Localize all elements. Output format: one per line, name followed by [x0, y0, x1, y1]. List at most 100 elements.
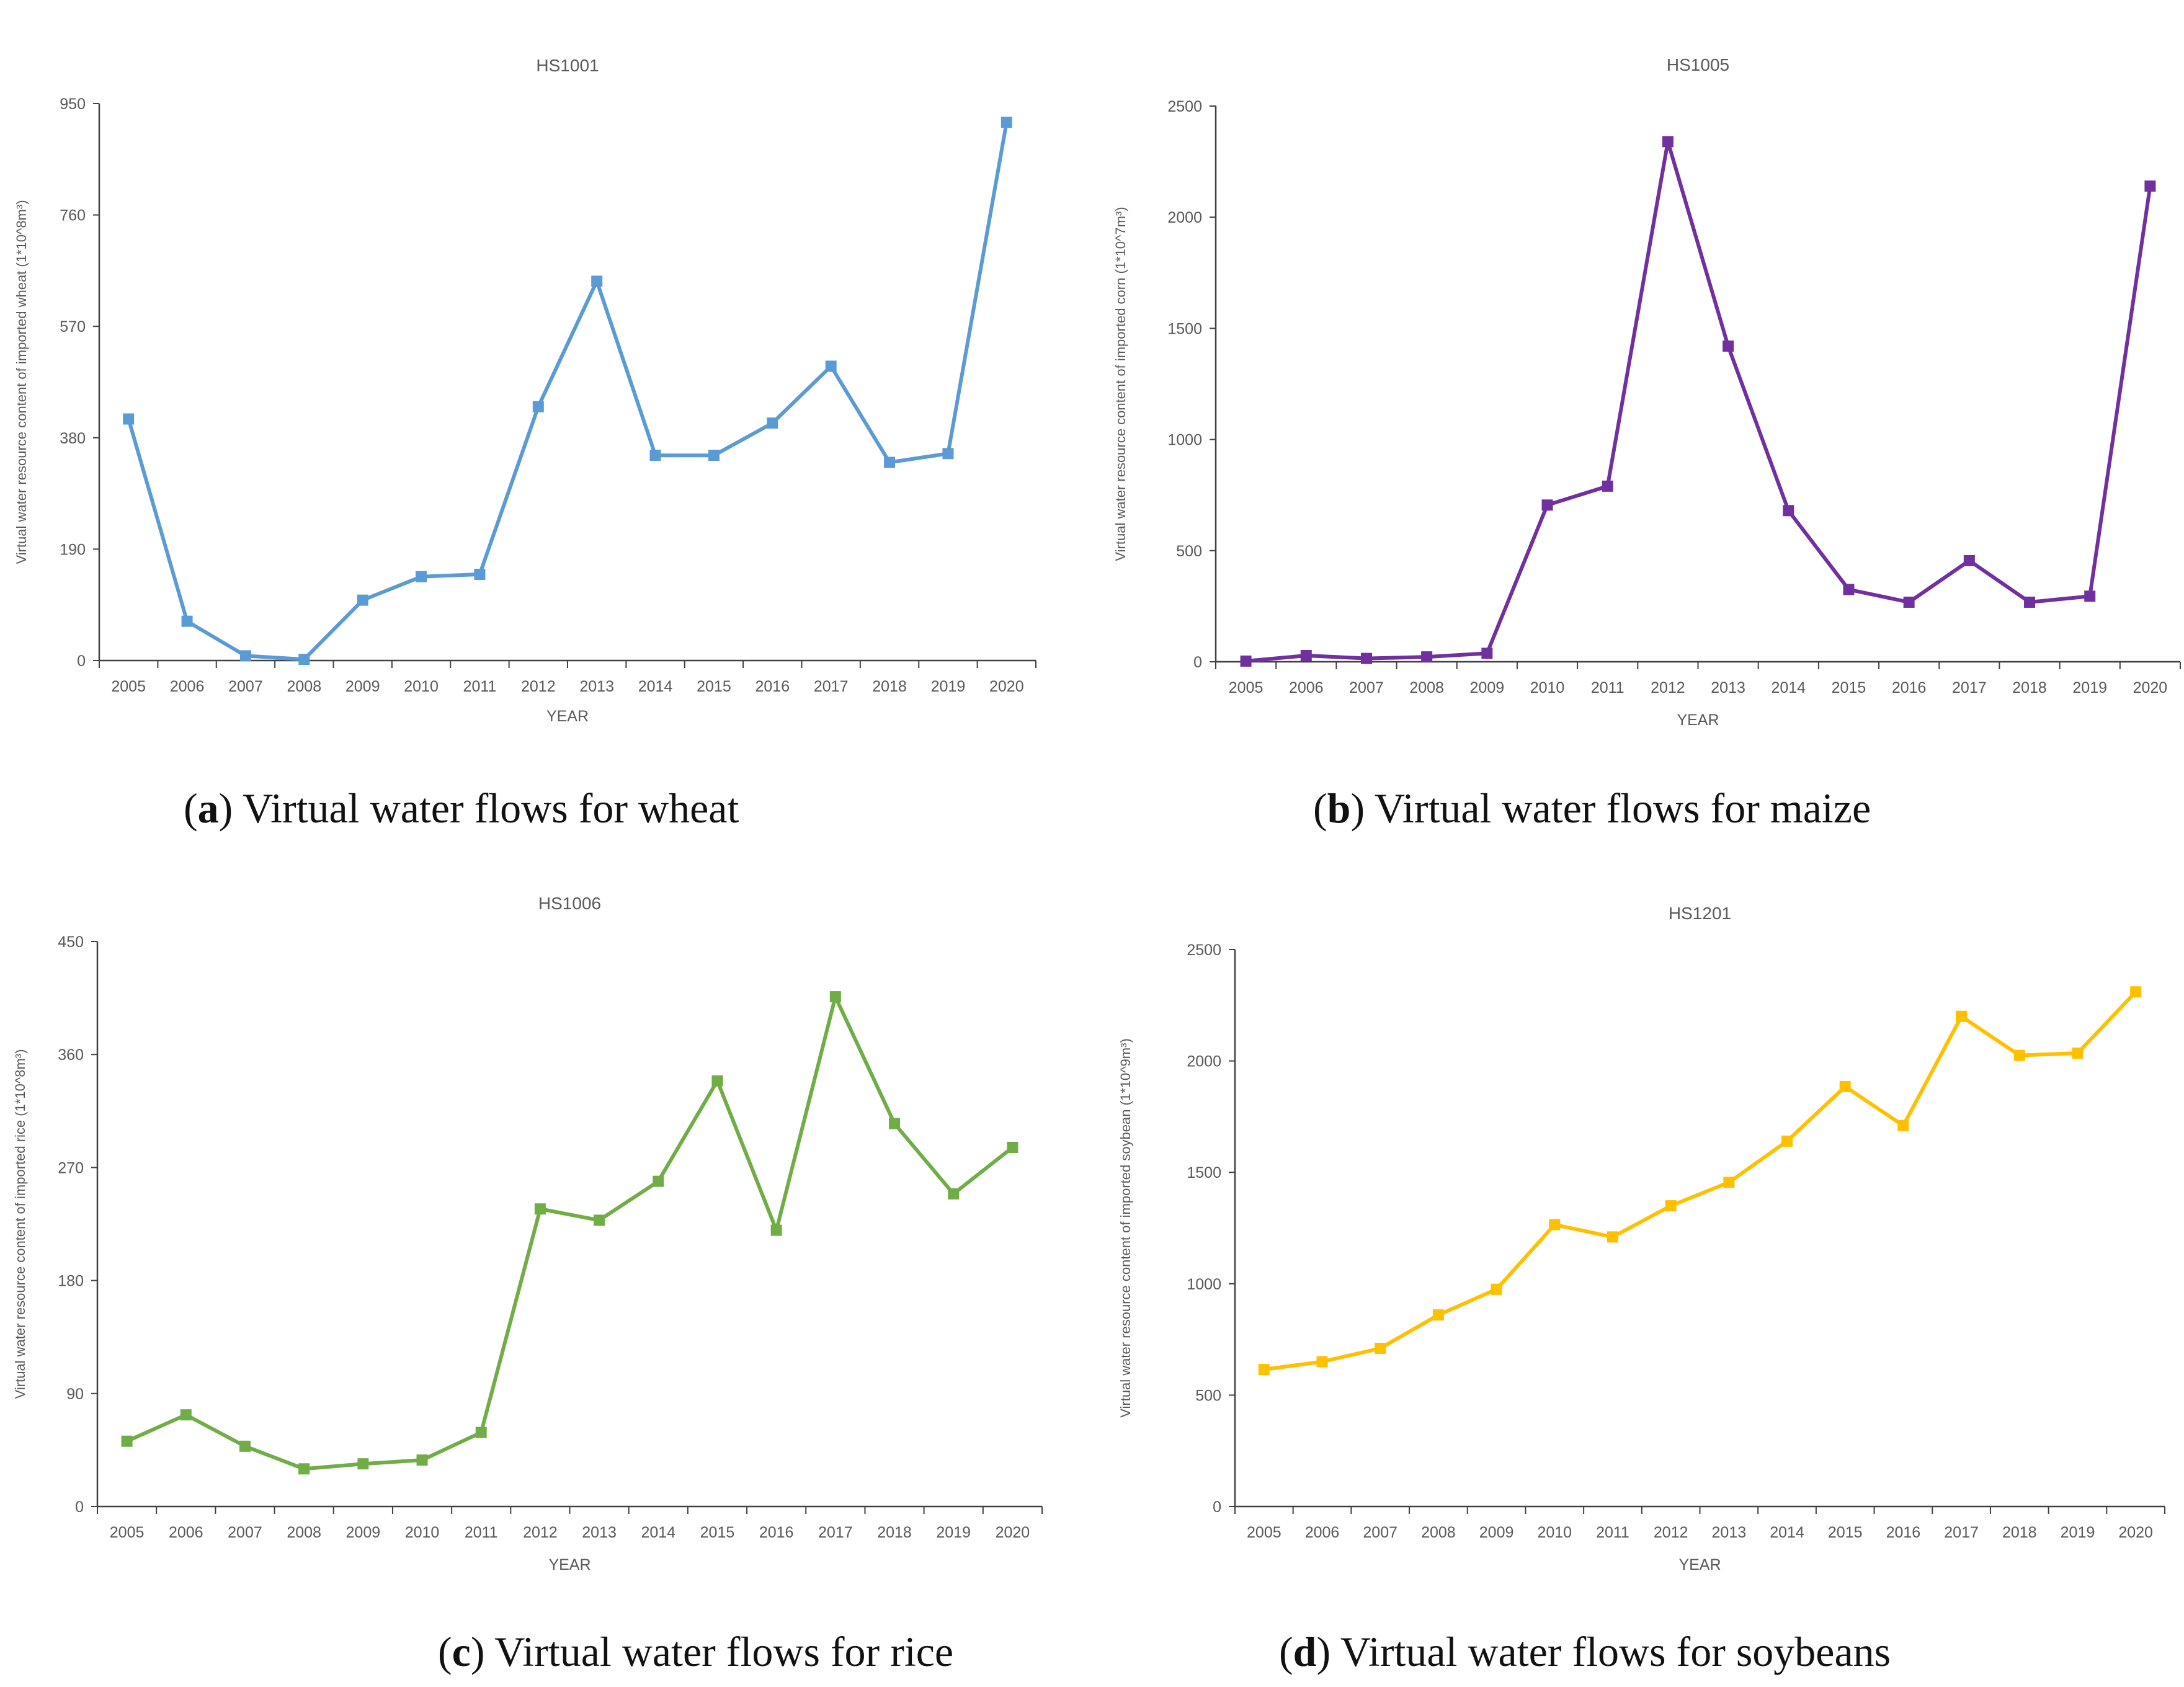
x-tick-label: 2008: [287, 1524, 321, 1541]
data-point-soybean-2017: [1956, 1010, 1968, 1022]
x-tick-label: 2020: [2118, 1524, 2153, 1541]
data-point-soybean-2016: [1897, 1119, 1909, 1131]
x-tick-label: 2008: [1409, 679, 1444, 697]
y-tick-label: 2500: [1167, 98, 1202, 115]
chart-title: HS1006: [538, 894, 601, 913]
x-tick-label: 2005: [111, 678, 146, 695]
x-tick-label: 2016: [1892, 679, 1927, 697]
x-tick-label: 2005: [1247, 1524, 1281, 1541]
caption-letter: d: [1293, 1628, 1317, 1675]
data-point-rice-2007: [239, 1440, 251, 1452]
x-tick-label: 2009: [345, 678, 380, 695]
x-tick-label: 2012: [521, 678, 556, 695]
x-tick-label: 2011: [1596, 1524, 1629, 1541]
y-axis-label: Virtual water resource content of import…: [1113, 207, 1128, 561]
x-tick-label: 2007: [228, 1524, 262, 1541]
y-tick-label: 760: [60, 207, 86, 225]
chart-rice: HS1006 0 90 180 270 360 450 2005 2006 2007 2008 200…: [12, 894, 1043, 1573]
y-tick-label: 360: [58, 1046, 84, 1064]
data-point-wheat-2009: [357, 594, 368, 606]
x-tick-label: 2019: [931, 678, 966, 695]
x-tick-label: 2007: [1349, 679, 1384, 697]
caption-wheat: (a) Virtual water flows for wheat: [184, 785, 739, 832]
data-point-rice-2013: [594, 1214, 605, 1226]
y-tick-label: 1000: [1167, 432, 1202, 449]
data-point-soybean-2005: [1258, 1364, 1270, 1376]
x-tick-label: 2005: [110, 1524, 145, 1541]
x-tick-label: 2015: [700, 1524, 735, 1541]
x-tick-label: 2016: [1886, 1524, 1921, 1541]
y-tick-label: 450: [58, 933, 84, 951]
chart-wheat: HS1001 0 190 380 570 760 950 2005 2006 2007 2008 20…: [14, 56, 1036, 725]
y-tick-label: 950: [60, 96, 86, 113]
y-tick-label: 2000: [1167, 209, 1202, 226]
x-tick-label: 2009: [1479, 1524, 1514, 1541]
y-tick-label: 190: [60, 541, 86, 558]
x-tick-label: 2017: [818, 1524, 853, 1541]
x-axis-label: YEAR: [548, 1556, 591, 1573]
data-point-maize-2020: [2144, 180, 2156, 192]
caption-letter: a: [197, 785, 219, 832]
data-point-maize-2011: [1602, 480, 1613, 492]
chart-title: HS1001: [536, 56, 599, 75]
x-tick-label: 2006: [170, 678, 205, 695]
y-tick-label: 1500: [1187, 1164, 1221, 1182]
x-tick-label: 2013: [582, 1524, 617, 1541]
x-tick-label: 2013: [579, 678, 614, 695]
caption-text: Virtual water flows for wheat: [243, 785, 739, 832]
x-tick-label: 2012: [523, 1524, 558, 1541]
data-point-wheat-2008: [298, 654, 310, 665]
data-point-wheat-2006: [181, 615, 193, 627]
x-tick-label: 2018: [2002, 1524, 2037, 1541]
data-point-rice-2014: [653, 1175, 664, 1187]
caption-text: Virtual water flows for soybeans: [1340, 1628, 1891, 1675]
series-line-rice: [126, 995, 1014, 1471]
data-point-maize-2006: [1300, 649, 1312, 661]
x-tick-label: 2012: [1651, 679, 1685, 697]
data-point-rice-2008: [298, 1463, 310, 1475]
x-tick-label: 2014: [1771, 679, 1806, 697]
y-tick-label: 500: [1176, 543, 1202, 560]
x-tick-label: 2020: [989, 678, 1024, 695]
y-tick-label: 270: [58, 1159, 84, 1177]
data-point-wheat-2012: [532, 401, 544, 412]
data-point-soybean-2014: [1781, 1135, 1793, 1147]
x-tick-label: 2007: [1363, 1524, 1397, 1541]
data-point-wheat-2010: [416, 571, 427, 582]
x-tick-label: 2010: [404, 678, 439, 695]
x-tick-label: 2017: [1944, 1524, 1979, 1541]
x-tick-label: 2007: [228, 678, 263, 695]
x-tick-label: 2006: [1289, 679, 1324, 697]
x-tick-label: 2018: [2012, 679, 2047, 697]
x-tick-label: 2011: [465, 1524, 498, 1541]
data-point-rice-2019: [948, 1188, 960, 1200]
x-tick-label: 2019: [2072, 679, 2107, 697]
x-tick-label: 2008: [287, 678, 322, 695]
data-point-rice-2011: [475, 1427, 487, 1438]
x-tick-label: 2013: [1711, 679, 1745, 697]
data-point-maize-2017: [1963, 554, 1975, 566]
x-tick-label: 2010: [405, 1524, 440, 1541]
data-point-soybean-2019: [2072, 1048, 2084, 1059]
data-point-wheat-2020: [1001, 117, 1012, 128]
series-line-maize: [1246, 140, 2152, 663]
x-tick-label: 2017: [814, 678, 849, 695]
x-axis-label: YEAR: [1677, 711, 1719, 729]
x-tick-label: 2017: [1952, 679, 1987, 697]
data-point-maize-2010: [1541, 499, 1553, 511]
data-point-maize-2016: [1903, 596, 1915, 608]
y-tick-label: 380: [60, 430, 86, 447]
chart-panel-maize: HS1005 0 500 1000 1500 2000 2500 2005 2006 2007 20…: [1092, 0, 2184, 769]
y-tick-label: 2000: [1187, 1053, 1221, 1071]
data-point-wheat-2011: [474, 569, 486, 581]
caption-letter: b: [1327, 785, 1351, 832]
data-point-rice-2015: [711, 1075, 723, 1087]
data-point-maize-2007: [1360, 652, 1372, 664]
x-tick-label: 2020: [2133, 679, 2168, 697]
y-tick-label: 90: [66, 1386, 84, 1403]
y-tick-label: 0: [1193, 654, 1202, 671]
data-point-maize-2012: [1662, 136, 1674, 148]
y-tick-label: 1500: [1167, 320, 1202, 337]
series-line-wheat: [127, 122, 1009, 662]
data-point-maize-2014: [1783, 505, 1794, 517]
